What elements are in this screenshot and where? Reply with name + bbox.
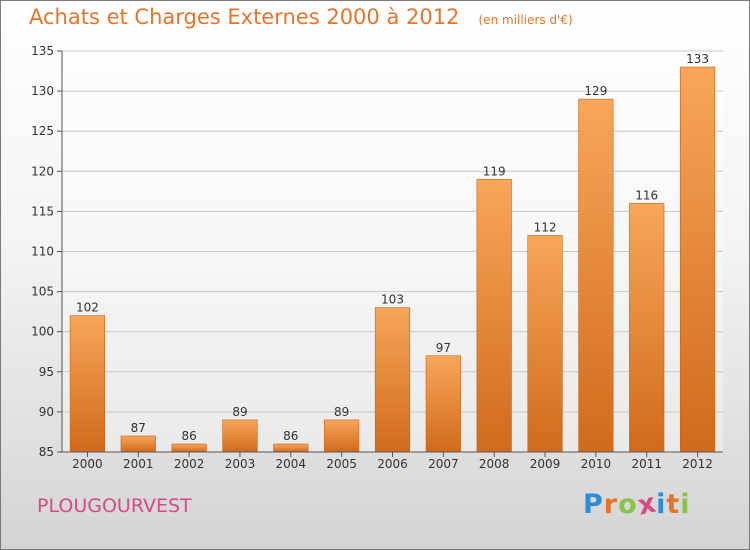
logo-letter: i — [680, 489, 691, 520]
y-tick-label: 130 — [31, 84, 54, 98]
logo-letter: P — [583, 489, 604, 520]
x-tick-label: 2007 — [428, 457, 459, 471]
y-tick-label: 100 — [31, 325, 54, 339]
y-tick-label: 125 — [31, 124, 54, 138]
bar-2007 — [425, 355, 461, 453]
proxiti-logo: Proxiti — [583, 487, 691, 521]
y-tick-label: 110 — [31, 245, 54, 259]
value-label: 86 — [283, 429, 298, 443]
y-tick-label: 115 — [31, 204, 54, 218]
x-tick-label: 2003 — [225, 457, 256, 471]
x-tick-label: 2004 — [276, 457, 307, 471]
x-tick-label: 2001 — [123, 457, 154, 471]
bar-2002 — [171, 443, 207, 453]
value-label: 116 — [635, 188, 658, 202]
bar-2010 — [578, 98, 614, 453]
value-label: 102 — [76, 301, 99, 315]
bar-2004 — [273, 443, 309, 453]
value-label: 133 — [686, 52, 709, 66]
y-tick-label: 95 — [39, 365, 54, 379]
bar-2008 — [476, 179, 512, 453]
x-tick-label: 2012 — [682, 457, 713, 471]
bar-2003 — [222, 419, 258, 453]
x-tick-label: 2005 — [326, 457, 357, 471]
value-label: 129 — [584, 84, 607, 98]
logo-letter: r — [603, 489, 619, 520]
x-tick-label: 2008 — [479, 457, 510, 471]
bar-2011 — [629, 203, 665, 453]
y-tick-label: 105 — [31, 285, 54, 299]
y-tick-label: 135 — [31, 44, 54, 58]
value-labels: 102 87 86 89 86 89 103 97 119 112 129 116 133 — [76, 52, 709, 443]
x-tick-label: 2002 — [174, 457, 205, 471]
chart-title: Achats et Charges Externes 2000 à 2012 — [29, 5, 460, 29]
y-tick-label: 85 — [39, 445, 54, 459]
y-tick-label: 90 — [39, 405, 54, 419]
bar-2012 — [679, 66, 716, 453]
bar-2009 — [527, 235, 563, 453]
logo-letter: i — [656, 489, 667, 520]
y-tick-label: 120 — [31, 164, 54, 178]
bar-2001 — [120, 435, 156, 453]
chart-unit: (en milliers d'€) — [478, 13, 573, 27]
axes: 85 90 95 100 105 110 115 120 125 130 135 2000 2001 20… — [31, 44, 723, 471]
title-row: Achats et Charges Externes 2000 à 2012 (… — [29, 5, 573, 29]
x-tick-label: 2010 — [581, 457, 612, 471]
value-label: 86 — [181, 429, 196, 443]
logo-letter: o — [618, 489, 638, 520]
value-label: 89 — [232, 405, 247, 419]
x-tick-label: 2000 — [72, 457, 103, 471]
value-label: 87 — [131, 421, 146, 435]
bar-2005 — [324, 419, 360, 453]
bar-2000 — [69, 315, 106, 453]
value-label: 89 — [334, 405, 349, 419]
x-tick-label: 2011 — [631, 457, 662, 471]
x-tick-label: 2006 — [377, 457, 408, 471]
x-tick-label: 2009 — [530, 457, 561, 471]
bar-2006 — [374, 307, 411, 453]
value-label: 103 — [381, 293, 404, 307]
logo-letter: t — [666, 489, 681, 520]
value-label: 112 — [534, 220, 557, 234]
value-label: 119 — [483, 164, 506, 178]
value-label: 97 — [436, 341, 451, 355]
place-name: PLOUGOURVEST — [37, 495, 192, 517]
